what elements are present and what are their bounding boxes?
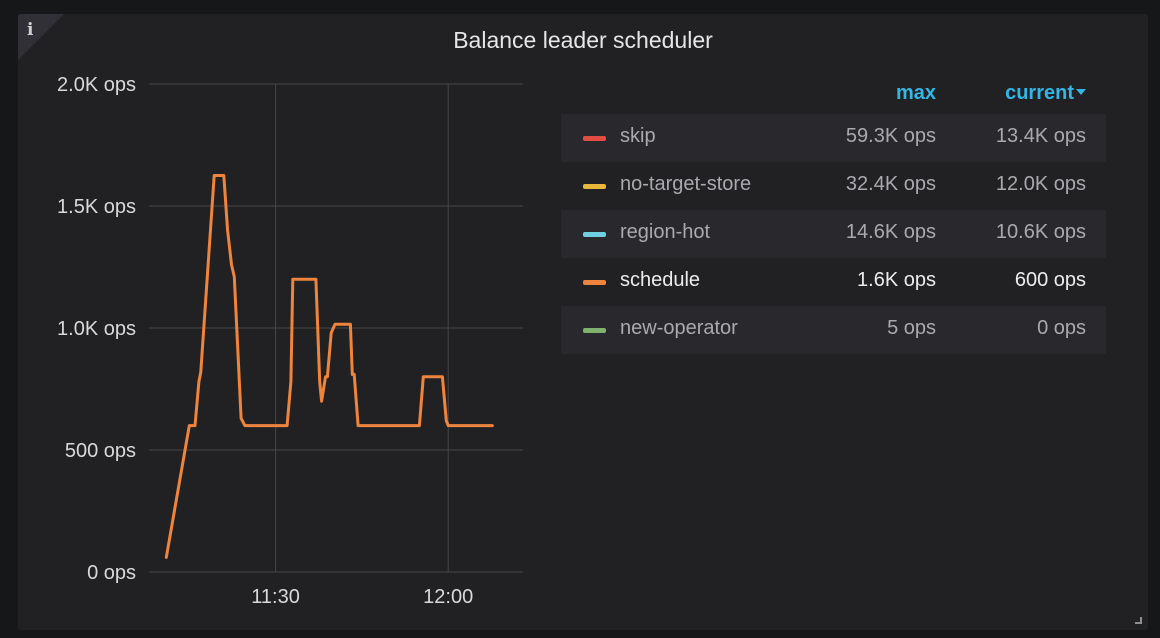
series-max-value: 1.6K ops	[857, 269, 936, 291]
series-current-value: 0 ops	[1037, 317, 1086, 339]
line-chart[interactable]: 0 ops 500 ops 1.0K ops 1.5K ops 2.0K ops 11:…	[18, 14, 1148, 630]
sort-desc-icon	[1076, 88, 1086, 95]
series-color-swatch-icon[interactable]	[583, 280, 606, 285]
y-tick-label: 500 ops	[65, 440, 136, 462]
y-tick-label: 0 ops	[87, 562, 136, 584]
series-name[interactable]: no-target-store	[620, 173, 752, 195]
series-max-value: 32.4K ops	[845, 173, 936, 195]
legend-row-region-hot[interactable]: region-hot 14.6K ops 10.6K ops	[561, 210, 1106, 258]
graph-panel: i Balance leader scheduler 0 ops 500 ops 1…	[18, 14, 1148, 630]
legend-rows: skip 59.3K ops 13.4K ops no-target-store 32.…	[561, 114, 1106, 354]
series-color-swatch-icon[interactable]	[583, 328, 606, 333]
column-header-max[interactable]: max	[895, 82, 936, 104]
column-header-current[interactable]: current	[1005, 82, 1086, 105]
x-tick-label: 11:30	[251, 586, 300, 608]
series-color-swatch-icon[interactable]	[583, 184, 606, 189]
series-max-value: 5 ops	[887, 317, 936, 339]
x-tick-label: 12:00	[423, 586, 473, 608]
column-header-current-label: current	[1005, 82, 1074, 104]
chart-series	[164, 174, 494, 559]
series-line-schedule[interactable]	[164, 174, 494, 559]
series-max-value: 14.6K ops	[845, 221, 936, 243]
series-current-value: 12.0K ops	[995, 173, 1086, 195]
legend-table: max current skip 59.3K ops 13.4K ops no-tar…	[561, 80, 1106, 354]
info-corner[interactable]	[18, 14, 64, 60]
info-icon[interactable]: i	[27, 20, 34, 40]
legend-row-skip[interactable]: skip 59.3K ops 13.4K ops	[561, 114, 1106, 162]
resize-handle-icon[interactable]	[1135, 617, 1142, 624]
series-name[interactable]: region-hot	[620, 221, 711, 243]
series-color-swatch-icon[interactable]	[583, 136, 606, 141]
y-axis-ticks: 0 ops 500 ops 1.0K ops 1.5K ops 2.0K ops	[57, 74, 136, 584]
series-name[interactable]: new-operator	[620, 317, 738, 339]
legend-row-no-target-store[interactable]: no-target-store 32.4K ops 12.0K ops	[561, 162, 1106, 210]
series-current-value: 13.4K ops	[995, 125, 1086, 147]
series-max-value: 59.3K ops	[845, 125, 936, 147]
series-color-swatch-icon[interactable]	[583, 232, 606, 237]
legend-header: max current	[561, 80, 1106, 114]
legend-row-new-operator[interactable]: new-operator 5 ops 0 ops	[561, 306, 1106, 354]
series-current-value: 600 ops	[1014, 269, 1086, 291]
chart-grid	[149, 83, 523, 573]
series-name[interactable]: skip	[620, 125, 656, 147]
series-current-value: 10.6K ops	[995, 221, 1086, 243]
y-tick-label: 1.0K ops	[57, 318, 136, 340]
series-name[interactable]: schedule	[620, 269, 701, 291]
legend-row-schedule[interactable]: schedule 1.6K ops 600 ops	[561, 258, 1106, 306]
y-tick-label: 2.0K ops	[57, 74, 136, 96]
panel-title[interactable]: Balance leader scheduler	[453, 27, 713, 53]
y-tick-label: 1.5K ops	[57, 196, 136, 218]
x-axis-ticks: 11:30 12:00	[251, 586, 473, 608]
